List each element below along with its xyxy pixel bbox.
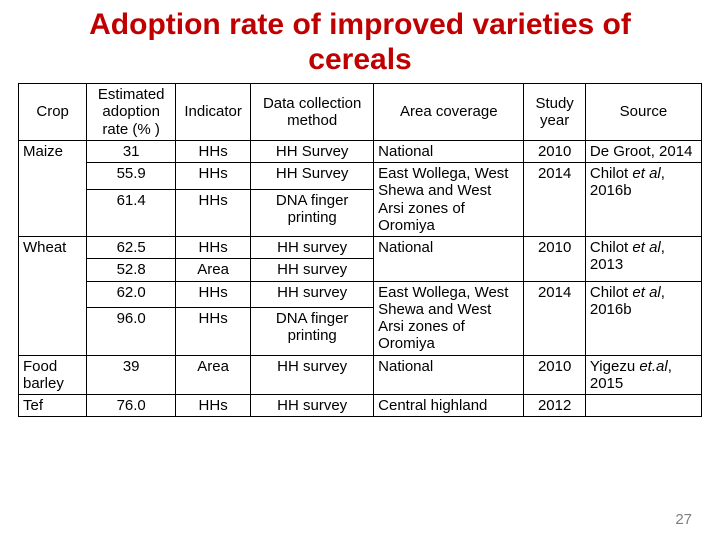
col-source: Source: [585, 84, 701, 141]
cell-rate: 76.0: [87, 395, 176, 417]
table-row: 55.9 HHs HH Survey East Wollega, West Sh…: [19, 163, 702, 190]
cell-area: National: [374, 355, 524, 395]
cell-year: 2010: [524, 237, 585, 282]
slide: Adoption rate of improved varieties of c…: [0, 0, 720, 540]
cell-area: East Wollega, West Shewa and West Arsi z…: [374, 281, 524, 355]
cell-rate: 61.4: [87, 189, 176, 236]
cell-source: Chilot et al, 2016b: [585, 281, 701, 355]
cell-method: HH Survey: [251, 140, 374, 162]
cell-indicator: HHs: [176, 140, 251, 162]
cell-method: HH survey: [251, 355, 374, 395]
table-row: Maize 31 HHs HH Survey National 2010 De …: [19, 140, 702, 162]
cell-rate: 52.8: [87, 259, 176, 281]
cell-crop: Food barley: [19, 355, 87, 395]
col-year: Study year: [524, 84, 585, 141]
cell-crop: Maize: [19, 140, 87, 236]
cell-rate: 62.5: [87, 237, 176, 259]
cell-indicator: Area: [176, 355, 251, 395]
cell-year: 2014: [524, 281, 585, 355]
cell-method: HH survey: [251, 395, 374, 417]
cell-crop: Tef: [19, 395, 87, 417]
cell-method: HH Survey: [251, 163, 374, 190]
cell-year: 2014: [524, 163, 585, 237]
page-number: 27: [675, 511, 692, 528]
cell-indicator: HHs: [176, 281, 251, 308]
cell-indicator: HHs: [176, 395, 251, 417]
cell-area: Central highland: [374, 395, 524, 417]
cell-indicator: Area: [176, 259, 251, 281]
cell-area: National: [374, 237, 524, 282]
col-area: Area coverage: [374, 84, 524, 141]
table-row: Tef 76.0 HHs HH survey Central highland …: [19, 395, 702, 417]
cell-rate: 39: [87, 355, 176, 395]
cell-rate: 96.0: [87, 308, 176, 355]
cell-year: 2010: [524, 140, 585, 162]
cell-indicator: HHs: [176, 163, 251, 190]
cell-source: De Groot, 2014: [585, 140, 701, 162]
cell-area: East Wollega, West Shewa and West Arsi z…: [374, 163, 524, 237]
col-crop: Crop: [19, 84, 87, 141]
cell-area: National: [374, 140, 524, 162]
cell-source: Chilot et al, 2016b: [585, 163, 701, 237]
table-row: Wheat 62.5 HHs HH survey National 2010 C…: [19, 237, 702, 259]
adoption-table: Crop Estimated adoption rate (% ) Indica…: [18, 83, 702, 417]
col-method: Data collection method: [251, 84, 374, 141]
cell-indicator: HHs: [176, 237, 251, 259]
table-body: Maize 31 HHs HH Survey National 2010 De …: [19, 140, 702, 417]
cell-year: 2012: [524, 395, 585, 417]
cell-rate: 62.0: [87, 281, 176, 308]
table-row: Food barley 39 Area HH survey National 2…: [19, 355, 702, 395]
cell-method: DNA finger printing: [251, 308, 374, 355]
col-indicator: Indicator: [176, 84, 251, 141]
cell-method: DNA finger printing: [251, 189, 374, 236]
cell-method: HH survey: [251, 237, 374, 259]
cell-source: [585, 395, 701, 417]
cell-crop: Wheat: [19, 237, 87, 356]
table-header-row: Crop Estimated adoption rate (% ) Indica…: [19, 84, 702, 141]
cell-source: Yigezu et.al, 2015: [585, 355, 701, 395]
table-row: 62.0 HHs HH survey East Wollega, West Sh…: [19, 281, 702, 308]
cell-year: 2010: [524, 355, 585, 395]
cell-method: HH survey: [251, 281, 374, 308]
cell-method: HH survey: [251, 259, 374, 281]
cell-source: Chilot et al, 2013: [585, 237, 701, 282]
cell-indicator: HHs: [176, 308, 251, 355]
slide-title: Adoption rate of improved varieties of c…: [18, 8, 702, 77]
cell-indicator: HHs: [176, 189, 251, 236]
cell-rate: 55.9: [87, 163, 176, 190]
col-rate: Estimated adoption rate (% ): [87, 84, 176, 141]
cell-rate: 31: [87, 140, 176, 162]
